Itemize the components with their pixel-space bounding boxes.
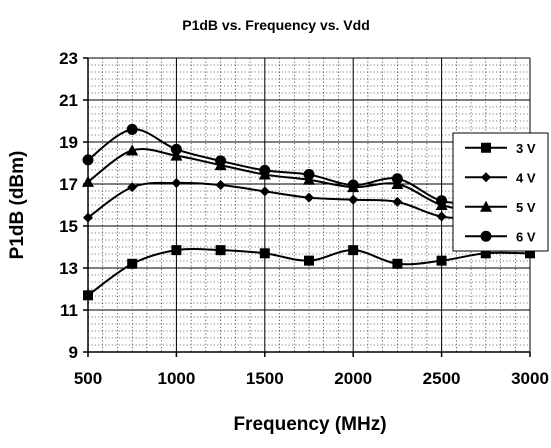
y-tick-label: 21	[59, 91, 78, 110]
data-point-6v	[347, 179, 359, 191]
data-point-4v	[171, 177, 182, 188]
legend: 3 V 4 V 5 V 6 V	[452, 132, 549, 252]
data-point-3v	[215, 245, 226, 256]
y-tick-label: 9	[69, 343, 78, 362]
series-3v	[83, 245, 535, 301]
data-point-3v	[83, 290, 93, 301]
axes: 9 11 13 15 17 19 21 23 500 1000 1500 2000 2500 3000	[59, 49, 549, 388]
legend-label-4v: 4 V	[516, 170, 536, 185]
data-point-3v	[348, 245, 359, 256]
data-point-5v	[170, 149, 183, 161]
legend-label-3v: 3 V	[516, 141, 536, 156]
data-point-3v	[525, 248, 535, 259]
legend-marker-5v	[480, 200, 492, 212]
data-point-4v	[259, 186, 270, 197]
y-tick-label: 11	[60, 301, 78, 320]
data-point-6v	[259, 164, 271, 176]
data-point-4v	[304, 192, 314, 203]
data-point-4v	[436, 211, 447, 222]
data-point-3v	[392, 258, 403, 269]
y-tick-label: 19	[59, 133, 78, 152]
data-point-6v	[170, 143, 182, 155]
data-point-6v	[82, 154, 94, 166]
chart-title: P1dB vs. Frequency vs. Vdd	[182, 17, 370, 33]
data-point-3v	[304, 255, 314, 266]
y-axis-title: P1dB (dBm)	[7, 151, 28, 260]
legend-label-6v: 6 V	[516, 229, 536, 244]
legend-marker-3v	[481, 142, 491, 153]
data-point-4v	[215, 180, 226, 191]
y-tick-label: 15	[59, 217, 78, 236]
y-tick-label: 13	[59, 259, 78, 278]
data-point-4v	[392, 196, 403, 207]
x-tick-label: 1000	[157, 369, 195, 388]
data-point-3v	[480, 248, 491, 259]
data-point-6v	[436, 195, 448, 207]
y-tick-label: 23	[59, 49, 78, 68]
data-point-3v	[127, 258, 138, 269]
x-tick-label: 500	[74, 369, 102, 388]
data-point-3v	[171, 245, 182, 256]
data-point-6v	[391, 173, 403, 185]
data-point-4v	[127, 182, 138, 193]
data-point-3v	[436, 255, 447, 266]
data-point-5v	[82, 175, 94, 187]
data-point-6v	[126, 123, 138, 135]
legend-marker-4v	[481, 172, 491, 183]
data-point-3v	[259, 248, 270, 259]
y-tick-label: 17	[59, 175, 78, 194]
data-point-6v	[215, 155, 227, 167]
data-point-4v	[83, 212, 93, 223]
data-point-4v	[348, 194, 359, 205]
x-axis-title: Frequency (MHz)	[233, 414, 386, 435]
x-tick-label: 3000	[511, 369, 549, 388]
legend-label-5v: 5 V	[516, 200, 536, 215]
x-tick-label: 2500	[423, 369, 461, 388]
x-tick-label: 2000	[334, 369, 372, 388]
data-point-6v	[303, 169, 315, 181]
x-tick-label: 1500	[246, 369, 284, 388]
legend-box	[452, 132, 549, 252]
data-point-5v	[126, 144, 139, 156]
legend-marker-6v	[480, 230, 492, 242]
